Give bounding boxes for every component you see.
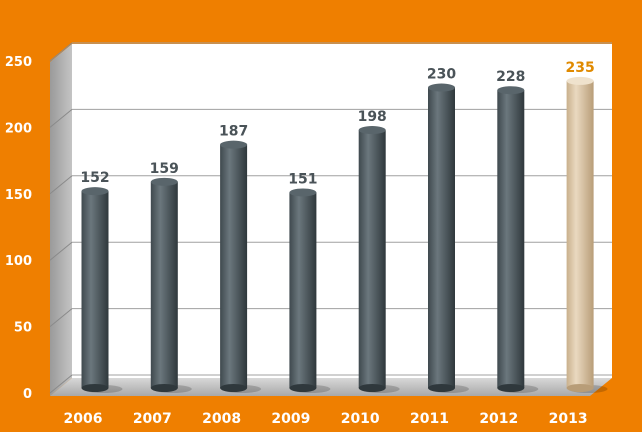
gridline-side <box>49 42 73 62</box>
bar-base <box>81 384 109 392</box>
bar-body <box>81 191 109 388</box>
bar-cap <box>497 86 525 95</box>
bar-body <box>150 181 178 388</box>
bar-body <box>358 130 386 388</box>
bar-2006 <box>81 187 109 392</box>
y-tick-label: 100 <box>5 254 32 269</box>
data-label: 187 <box>219 124 248 140</box>
side-wall <box>50 44 72 396</box>
bar-cap <box>428 83 455 92</box>
x-tick-label: 2012 <box>479 411 518 427</box>
x-tick-label: 2009 <box>271 411 310 427</box>
x-tick-label: 2006 <box>64 411 103 427</box>
bar-base <box>428 384 455 392</box>
floor <box>50 378 612 396</box>
data-label: 159 <box>150 161 179 177</box>
data-label: 198 <box>358 109 387 125</box>
bar-body <box>220 144 248 388</box>
data-labels: 152 159 187 151 198 230 228 235 <box>80 60 594 188</box>
bar-base <box>289 384 317 392</box>
bar-base <box>220 384 248 392</box>
x-tick-label: 2008 <box>202 411 241 427</box>
y-tick-label: 150 <box>5 188 32 203</box>
gridline-side <box>49 109 73 128</box>
gridline-side <box>49 241 73 261</box>
bar-body <box>497 90 525 388</box>
bar-cap <box>566 76 594 85</box>
bar-base <box>497 384 525 392</box>
y-tick-label: 50 <box>14 321 32 336</box>
bar-cap <box>358 126 386 135</box>
data-label: 151 <box>288 171 317 187</box>
data-label: 235 <box>565 60 594 76</box>
x-axis-labels: 2006 2007 2008 2009 2010 2011 2012 2013 <box>64 411 588 427</box>
bar-2009 <box>289 188 317 392</box>
bar-2013 <box>566 76 594 392</box>
bar-2012 <box>497 86 525 392</box>
bar-2010 <box>358 126 386 392</box>
gridline-side <box>49 175 73 195</box>
bar-cap <box>150 177 178 186</box>
bar-body <box>289 192 317 388</box>
bar-cap <box>81 187 109 196</box>
bar-base <box>150 384 178 392</box>
y-axis-ticks: 0 50 100 150 200 250 <box>5 55 32 402</box>
y-tick-label: 200 <box>5 121 32 136</box>
bar-cap <box>220 140 248 149</box>
y-tick-label: 0 <box>23 387 32 402</box>
x-tick-label: 2013 <box>549 411 588 427</box>
data-label: 230 <box>427 67 456 83</box>
bar-base <box>566 384 594 392</box>
bar-body <box>428 87 455 388</box>
x-tick-label: 2007 <box>133 411 172 427</box>
data-label: 152 <box>80 170 109 186</box>
bar-body <box>566 80 594 389</box>
bar-base <box>358 384 386 392</box>
bar-2007 <box>150 177 178 392</box>
y-tick-label: 250 <box>5 55 32 70</box>
x-tick-label: 2010 <box>341 411 380 427</box>
bars <box>81 76 594 392</box>
bar-2011 <box>428 83 455 392</box>
bar-cap <box>289 188 317 197</box>
gridline-side <box>49 374 73 394</box>
data-label: 228 <box>496 69 525 85</box>
x-tick-label: 2011 <box>410 411 449 427</box>
gridline-side <box>49 308 73 327</box>
bar-2008 <box>220 140 248 392</box>
